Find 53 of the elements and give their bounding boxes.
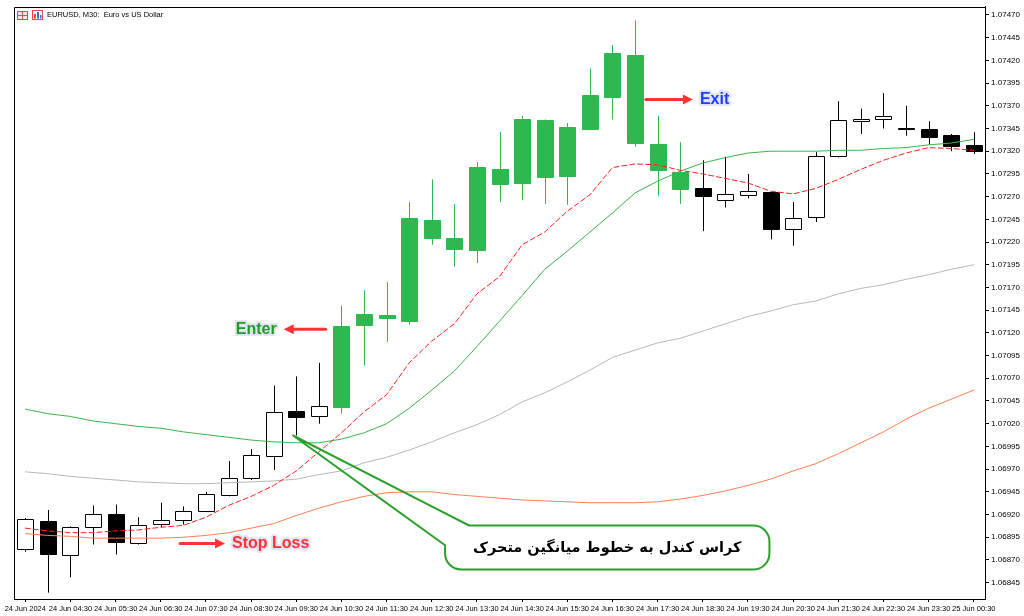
y-tick-label: 1.06970: [991, 464, 1021, 474]
y-tick-label: 1.07370: [991, 101, 1021, 111]
candlestick: [288, 375, 305, 437]
candlestick: [672, 141, 689, 205]
y-tick-label: 1.07295: [991, 169, 1021, 179]
candlestick: [198, 491, 215, 513]
candlestick: [85, 504, 102, 545]
candlestick: [785, 201, 802, 247]
candlestick: [153, 502, 170, 528]
y-tick-label: 1.07420: [991, 55, 1021, 65]
y-tick-label: 1.06995: [991, 441, 1021, 451]
candlestick: [875, 92, 892, 130]
candlestick: [717, 156, 734, 209]
y-tick-label: 1.07470: [991, 10, 1021, 20]
candlestick: [379, 281, 396, 343]
y-tick-label: 1.07095: [991, 350, 1021, 360]
y-tick-label: 1.07320: [991, 146, 1021, 156]
y-tick-label: 1.07145: [991, 305, 1021, 315]
y-tick-label: 1.07170: [991, 282, 1021, 292]
candlestick: [424, 178, 441, 246]
candlestick: [175, 505, 192, 526]
candlestick: [356, 289, 373, 367]
y-tick-label: 1.07345: [991, 123, 1021, 133]
y-tick-label: 1.07020: [991, 418, 1021, 428]
y-tick-label: 1.07395: [991, 78, 1021, 88]
annotation: Enter: [235, 319, 277, 337]
annotation: Exit: [699, 89, 730, 107]
y-tick-label: 1.06920: [991, 509, 1021, 519]
candlestick: [898, 105, 915, 137]
annotation: Stop Loss: [232, 533, 310, 551]
y-tick-label: 1.07245: [991, 214, 1021, 224]
candlestick: [740, 173, 757, 199]
y-tick-label: 1.07070: [991, 373, 1021, 383]
candlestick: [446, 203, 463, 268]
candlestick: [966, 131, 983, 155]
candlestick: [492, 131, 509, 203]
y-tick-label: 1.07270: [991, 191, 1021, 201]
candlestick: [221, 460, 238, 497]
y-tick-label: 1.07195: [991, 259, 1021, 269]
y-tick-label: 1.06870: [991, 555, 1021, 565]
y-tick-label: 1.07445: [991, 32, 1021, 42]
annotation: کراس کندل به خطوط میانگین متحرک: [473, 538, 742, 557]
y-tick-label: 1.07045: [991, 396, 1021, 406]
y-tick-label: 1.06945: [991, 487, 1021, 497]
y-tick-label: 1.06845: [991, 577, 1021, 587]
candlestick: [853, 108, 870, 135]
y-tick-label: 1.07120: [991, 328, 1021, 338]
y-tick-label: 1.06895: [991, 532, 1021, 542]
candlestick: [695, 159, 712, 232]
candlestick: [921, 120, 938, 146]
candlestick: [311, 362, 328, 425]
candlestick: [243, 448, 260, 481]
y-tick-label: 1.07220: [991, 237, 1021, 247]
